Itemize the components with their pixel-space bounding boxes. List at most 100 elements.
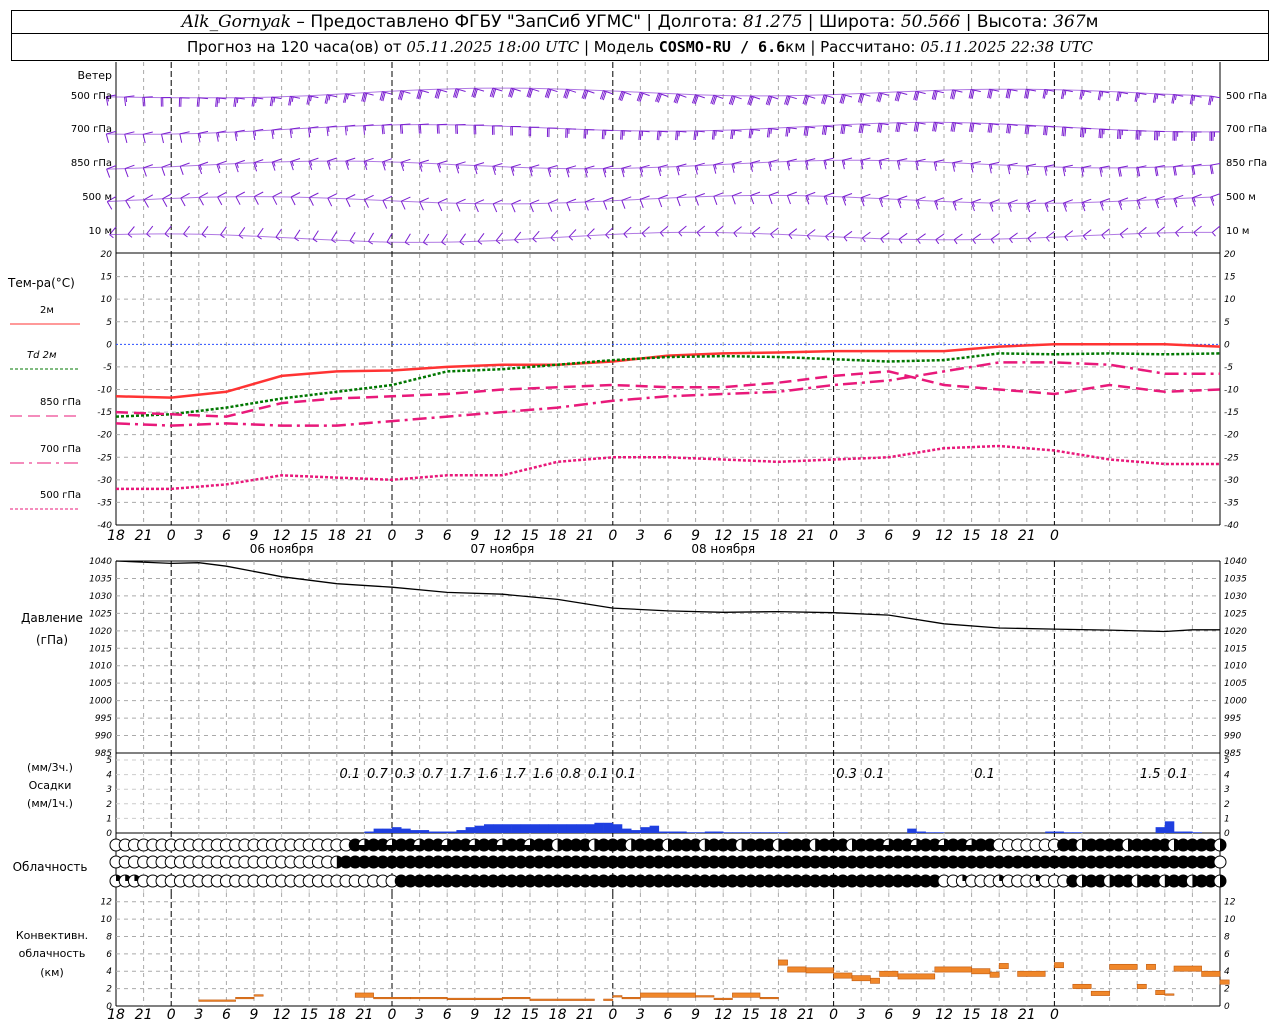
day-label: 08 ноября (691, 542, 755, 556)
pres-title: Давление (21, 611, 83, 625)
wind-barb (915, 158, 926, 171)
cloud-fill (1085, 839, 1098, 851)
cloud-fill (781, 839, 794, 851)
wind-barb (324, 94, 337, 105)
wind-barb (400, 158, 411, 172)
cloud-fill (698, 875, 711, 887)
cloud-fill (459, 875, 472, 887)
temp-legend-label: 2м (40, 305, 54, 316)
cloud-fill (781, 875, 794, 887)
conv-cloud-bar (1054, 962, 1064, 969)
precip-amount-label: 1.7 (450, 767, 471, 782)
wind-barb (308, 157, 319, 171)
pres-tick-label: 1030 (1224, 592, 1247, 602)
conv-cloud-bar (198, 999, 236, 1002)
cloud-fill (1195, 839, 1208, 851)
precip-bar (769, 832, 779, 833)
precip-bar (916, 831, 926, 833)
wind-barb (1208, 95, 1221, 106)
wind-barb (894, 91, 908, 102)
cloud-fill (744, 875, 757, 887)
wind-barb (821, 94, 834, 105)
hour-tick-label: 12 (273, 528, 291, 544)
temp-series-3 (115, 361, 1220, 427)
temp-legend-label: 500 гПа (40, 490, 81, 501)
cloud-fill (413, 856, 426, 868)
forecast-start: 05.11.2025 18:00 UTC (406, 38, 580, 56)
wind-barb (935, 233, 945, 245)
cloud-fill (763, 856, 776, 868)
cloud-fill (708, 875, 720, 887)
cloud-fill (404, 839, 417, 851)
pres-tick-label: 985 (95, 749, 112, 759)
cloud-fill (1122, 875, 1134, 887)
hour-tick-label: 0 (1050, 528, 1059, 544)
hour-tick-label: 15 (300, 1007, 318, 1023)
conv-cloud-bar (1201, 970, 1221, 977)
prec-tick-label: 4 (1224, 771, 1230, 781)
pres-tick-label: 1000 (1224, 697, 1247, 707)
prec-tick-label: 5 (1224, 756, 1230, 766)
wind-barb (511, 199, 521, 213)
pres-tick-label: 1015 (89, 644, 112, 654)
cloud-fill (570, 839, 582, 851)
wind-barb (969, 122, 981, 133)
wind-barb (491, 125, 503, 135)
precip-amount-label: 0.7 (367, 767, 388, 782)
cloud-fill (1177, 856, 1190, 868)
precip-bar (714, 831, 724, 833)
wind-barb (693, 130, 705, 141)
cloud-fill (1204, 856, 1217, 868)
day-label: 07 ноября (471, 542, 535, 556)
cloud-fill (1011, 856, 1024, 868)
conv-tick-label: 0 (1224, 1002, 1230, 1012)
forecast-prefix: Прогноз на 120 часа(ов) от (186, 38, 402, 56)
cloud-fill (349, 839, 362, 851)
hour-tick-label: 3 (636, 528, 645, 544)
cloud-fill (1076, 856, 1088, 868)
wind-barb (326, 157, 337, 170)
cloud-fill (846, 856, 858, 868)
precip-bar (649, 825, 660, 833)
hour-tick-label: 0 (608, 1007, 617, 1023)
wind-barb (860, 157, 871, 170)
conv-cloud-bar (354, 992, 374, 998)
cloud-fill (873, 856, 886, 868)
hour-tick-label: 3 (636, 1007, 645, 1023)
wind-barb (308, 192, 319, 206)
cloud-fill (855, 875, 868, 887)
temp-tick-label: -20 (1224, 431, 1239, 441)
wind-barb (770, 227, 779, 239)
cloud-fill (864, 856, 877, 868)
wind-barb (198, 161, 209, 175)
precip-bar (465, 827, 476, 833)
cloud-fill (634, 839, 647, 851)
wind-barb (730, 129, 742, 140)
precip-bar (382, 828, 393, 833)
cloud-fill (1158, 839, 1171, 851)
temp-tick-label: -10 (97, 386, 112, 396)
wind-level-label: 850 гПа (1226, 158, 1267, 169)
precip-bar (576, 824, 586, 833)
conv-cloud-bar (1072, 983, 1092, 989)
wind-barb (711, 130, 724, 140)
wind-barb (1009, 232, 1018, 244)
temp-tick-label: 0 (1224, 340, 1230, 350)
precip-bar (1192, 832, 1202, 833)
hour-tick-label: 12 (273, 1007, 291, 1023)
pres-tick-label: 1020 (89, 627, 112, 637)
cloud-fill (698, 856, 711, 868)
title-dash: – (291, 12, 311, 32)
hour-tick-label: 0 (167, 528, 176, 544)
wind-barb (547, 199, 558, 212)
precip-bar (456, 830, 466, 833)
pres-tick-label: 1000 (89, 697, 112, 707)
hour-tick-label: 9 (470, 528, 479, 544)
wind-barb (235, 191, 246, 205)
title-bar: Alk_Gornyak – Предоставлено ФГБУ "ЗапСиб… (11, 10, 1269, 34)
precip-bar (1183, 831, 1193, 833)
cloud-fill (763, 875, 776, 887)
cloud-fill (413, 875, 426, 887)
wind-barb (587, 228, 595, 240)
conv-cloud-bar (1173, 965, 1202, 972)
